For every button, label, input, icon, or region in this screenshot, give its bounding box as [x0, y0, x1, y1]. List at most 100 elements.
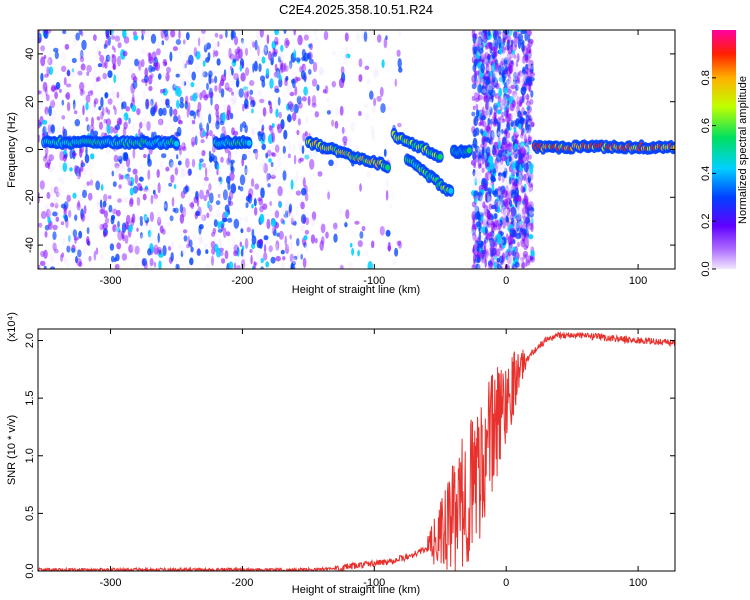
noise-blob — [268, 124, 272, 131]
noise-blob — [484, 51, 490, 61]
noise-blob — [242, 85, 248, 93]
noise-blob — [477, 263, 483, 269]
noise-blob — [66, 245, 71, 253]
noise-blob — [192, 249, 197, 255]
noise-blob — [327, 191, 330, 200]
noise-blob — [128, 224, 133, 233]
noise-blob — [54, 91, 58, 100]
noise-blob — [479, 166, 483, 177]
noise-blob — [124, 221, 129, 230]
noise-blob — [160, 97, 167, 105]
noise-blob — [269, 101, 272, 109]
noise-blob — [169, 244, 174, 249]
noise-blob — [271, 132, 275, 143]
noise-blob — [509, 111, 515, 120]
noise-blob — [284, 204, 289, 212]
noise-blob — [473, 105, 476, 111]
noise-blob — [496, 101, 501, 108]
noise-blob — [217, 237, 223, 248]
noise-blob — [209, 192, 214, 204]
snr-y-tick-label: 1.0 — [24, 448, 36, 463]
noise-blob — [354, 220, 360, 225]
noise-blob — [493, 190, 498, 198]
noise-blob — [520, 125, 525, 136]
spectrogram-y-tick-label: 20 — [24, 96, 36, 108]
noise-blob — [169, 51, 173, 62]
noise-blob — [500, 161, 505, 169]
noise-blob — [521, 155, 527, 163]
noise-blob — [137, 215, 141, 221]
noise-blob — [70, 68, 75, 78]
noise-blob — [132, 148, 136, 159]
noise-blob — [153, 244, 159, 255]
noise-blob — [224, 97, 228, 104]
noise-blob — [199, 117, 204, 125]
noise-blob — [111, 53, 115, 58]
noise-blob — [203, 94, 208, 101]
noise-blob — [517, 82, 520, 92]
noise-blob — [519, 211, 525, 220]
noise-blob — [371, 130, 376, 142]
noise-blob — [199, 189, 204, 200]
noise-blob — [345, 53, 351, 59]
noise-blob — [495, 163, 500, 173]
signal-core — [448, 187, 454, 194]
noise-blob — [155, 61, 161, 72]
noise-blob — [61, 51, 67, 61]
noise-blob — [45, 94, 50, 102]
noise-blob — [43, 249, 48, 259]
noise-blob — [143, 213, 148, 222]
noise-blob — [260, 75, 266, 82]
noise-blob — [55, 81, 61, 90]
noise-blob — [82, 189, 87, 199]
noise-blob — [496, 263, 502, 269]
noise-blob — [153, 238, 159, 249]
noise-blob — [529, 76, 535, 82]
noise-blob — [263, 243, 267, 253]
noise-blob — [76, 114, 82, 119]
noise-blob — [318, 66, 324, 76]
noise-blob — [516, 96, 520, 105]
noise-blob — [278, 111, 283, 119]
noise-blob — [212, 227, 217, 235]
noise-blob — [211, 247, 216, 255]
noise-blob — [385, 229, 391, 237]
noise-blob — [497, 55, 501, 61]
noise-blob — [397, 122, 402, 128]
noise-blob — [55, 216, 60, 222]
noise-blob — [147, 248, 152, 256]
noise-blob — [215, 247, 221, 258]
noise-blob — [160, 62, 165, 69]
noise-blob — [206, 122, 210, 133]
noise-blob — [64, 43, 70, 50]
noise-blob — [475, 109, 480, 118]
noise-blob — [475, 195, 480, 200]
noise-blob — [510, 257, 514, 263]
noise-blob — [244, 238, 249, 249]
noise-blob — [288, 140, 291, 145]
noise-blob — [238, 185, 241, 190]
noise-blob — [513, 92, 520, 102]
noise-blob — [71, 244, 76, 253]
noise-blob — [311, 211, 317, 221]
noise-blob — [239, 186, 244, 192]
noise-blob — [261, 132, 266, 142]
noise-blob — [114, 124, 121, 131]
noise-blob — [515, 200, 520, 208]
noise-blob — [519, 72, 526, 80]
noise-blob — [190, 81, 195, 88]
noise-blob — [231, 93, 237, 104]
noise-blob — [304, 131, 308, 137]
noise-blob — [258, 63, 262, 72]
noise-blob — [80, 49, 84, 59]
noise-blob — [215, 42, 219, 48]
noise-blob — [112, 181, 117, 188]
snr-y-tick-label: 1.5 — [24, 390, 36, 405]
noise-blob — [152, 189, 156, 195]
noise-blob — [398, 240, 402, 249]
noise-blob — [156, 41, 161, 49]
noise-blob — [311, 102, 317, 108]
noise-blob — [250, 99, 256, 108]
noise-blob — [194, 135, 198, 146]
noise-blob — [485, 171, 490, 181]
